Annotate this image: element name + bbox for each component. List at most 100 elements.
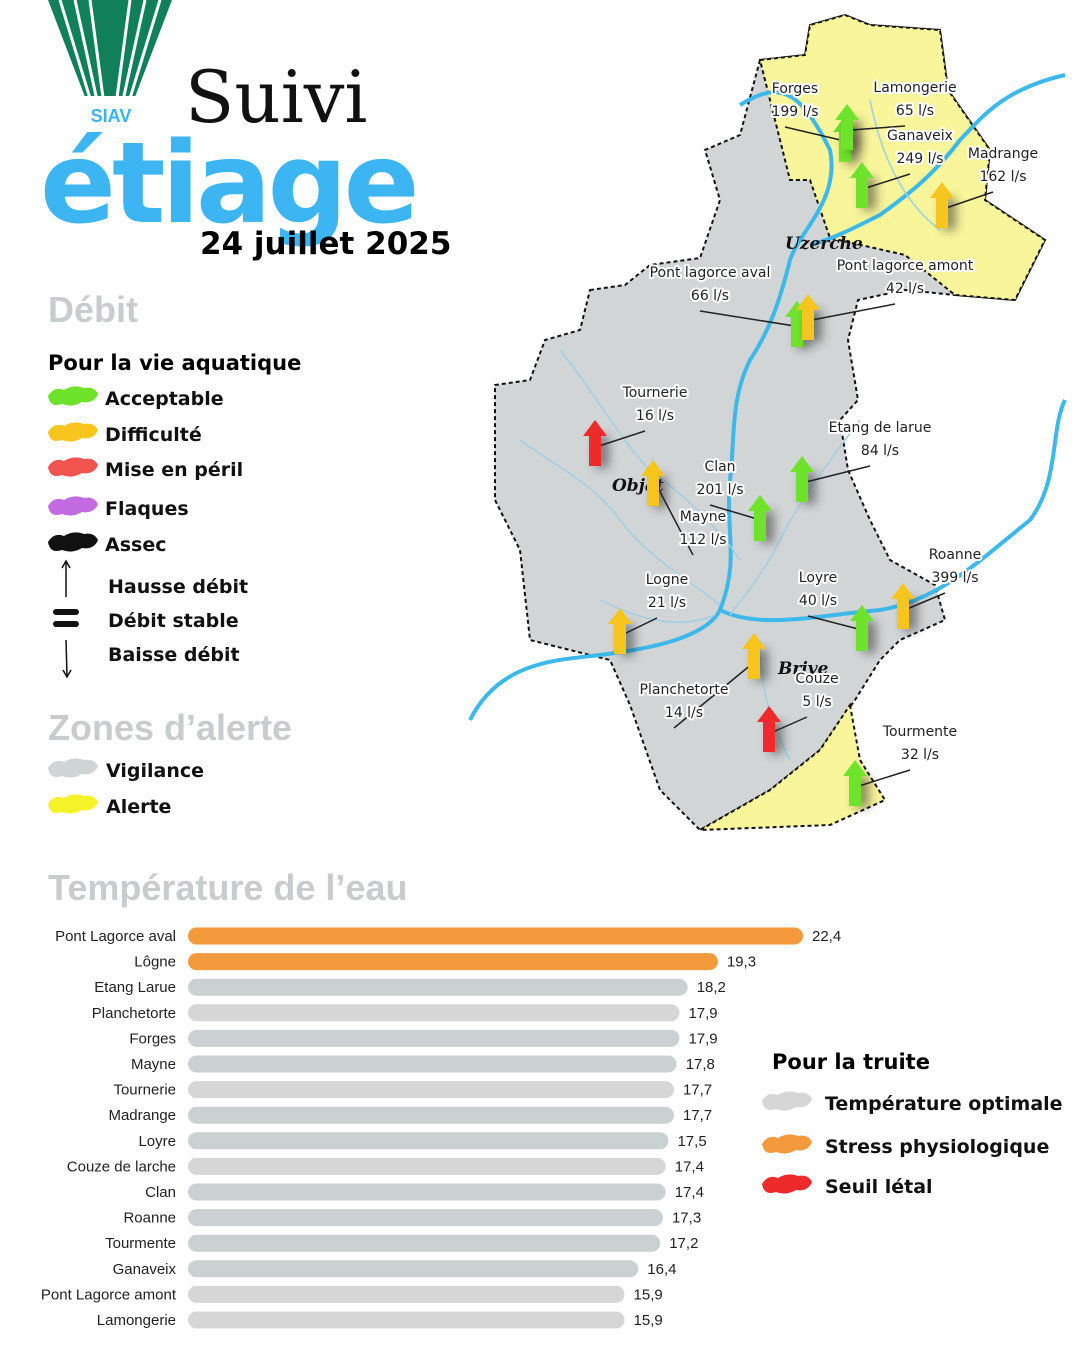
- bar-value-label: 16,4: [647, 1261, 676, 1278]
- temperature-heading: Température de l’eau: [48, 867, 407, 908]
- category-label: Forges: [129, 1030, 176, 1047]
- bar-value-label: 17,2: [669, 1235, 698, 1252]
- bar: [188, 1209, 663, 1227]
- legend-swatch: [762, 1091, 812, 1111]
- bar: [188, 978, 688, 996]
- station: Tournerie 16 l/s: [583, 383, 689, 468]
- station-name: Forges: [772, 81, 818, 97]
- trend-label: Débit stable: [108, 610, 239, 632]
- legend-swatch: [48, 758, 98, 778]
- flow-heading: Débit: [48, 289, 138, 330]
- bar: [188, 1106, 674, 1124]
- station: Madrange 162 l/s: [930, 144, 1040, 230]
- rivers: [468, 73, 1067, 721]
- bar: [188, 1029, 680, 1047]
- trend-label: Hausse débit: [108, 576, 248, 598]
- bar: [188, 953, 718, 971]
- bar: [188, 1311, 625, 1329]
- bar-value-label: 22,4: [812, 928, 841, 945]
- flow-arrow: [641, 460, 665, 506]
- bar-value-label: 17,7: [683, 1082, 712, 1099]
- trout-heading: Pour la truite: [772, 1050, 930, 1074]
- legend-swatch: [48, 457, 98, 477]
- legend-swatch: [48, 422, 98, 442]
- station-name: Etang de larue: [829, 420, 932, 436]
- category-label: Madrange: [108, 1107, 176, 1124]
- category-label: Loyre: [138, 1133, 176, 1150]
- title-line2: étiage: [40, 119, 416, 249]
- legend-swatch: [762, 1174, 812, 1194]
- station-flow: 65 l/s: [896, 103, 934, 119]
- station-flow: 84 l/s: [861, 443, 899, 459]
- station-flow: 40 l/s: [799, 593, 837, 609]
- legend-swatch: [762, 1134, 812, 1154]
- station-name: Clan: [704, 459, 735, 475]
- station-name: Tourmente: [882, 724, 957, 740]
- category-label: Tourmente: [105, 1235, 176, 1252]
- station-name: Loyre: [799, 570, 837, 586]
- station-flow: 399 l/s: [931, 570, 978, 586]
- legend-label: Assec: [105, 534, 166, 556]
- station-name: Roanne: [929, 547, 982, 563]
- legend-label: Difficulté: [105, 424, 202, 446]
- category-label: Couze de larche: [67, 1158, 176, 1175]
- legend-label: Température optimale: [825, 1093, 1063, 1115]
- station-name: Planchetorte: [640, 682, 729, 698]
- station: Pont lagorce amont 42 l/s: [796, 256, 976, 342]
- category-label: Roanne: [123, 1210, 176, 1227]
- legend-label: Flaques: [105, 498, 189, 520]
- map-zone-alerte: [758, 13, 1047, 302]
- category-label: Pont Lagorce amont: [41, 1286, 177, 1303]
- town-label: Brive: [777, 659, 829, 679]
- station: Mayne 112 l/s: [641, 460, 729, 556]
- trend-label: Baisse débit: [108, 644, 240, 666]
- legend-swatch: [48, 532, 98, 552]
- legend-label: Seuil létal: [825, 1176, 933, 1198]
- station: Couze 5 l/s: [757, 669, 841, 754]
- bar-value-label: 17,4: [675, 1158, 704, 1175]
- bar-value-label: 18,2: [697, 979, 726, 996]
- station: Clan 201 l/s: [694, 457, 774, 543]
- category-label: Clan: [145, 1184, 176, 1201]
- station: Planchetorte 14 l/s: [638, 633, 768, 729]
- legend-swatch: [48, 794, 98, 814]
- leader-line: [673, 658, 759, 729]
- flow-arrow: [835, 104, 859, 150]
- flow-arrow: [748, 495, 772, 541]
- logo: SIAV: [48, 0, 172, 126]
- station-name: Couze: [795, 671, 838, 687]
- bar: [188, 1132, 669, 1150]
- station-flow: 112 l/s: [679, 532, 726, 548]
- station-name: Pont lagorce amont: [837, 258, 974, 274]
- bar: [188, 1234, 661, 1252]
- bar-value-label: 17,4: [675, 1184, 704, 1201]
- flow-subheading: Pour la vie aquatique: [48, 351, 301, 375]
- zones-heading: Zones d’alerte: [48, 707, 292, 748]
- flow-arrow: [742, 633, 766, 679]
- category-label: Ganaveix: [113, 1261, 177, 1278]
- station: Roanne 399 l/s: [891, 545, 983, 631]
- map-zone-alerte: [699, 702, 887, 831]
- bar: [188, 1260, 639, 1278]
- bar: [188, 1157, 666, 1175]
- category-label: Lôgne: [134, 954, 176, 971]
- station-flow: 21 l/s: [648, 595, 686, 611]
- flow-arrow: [843, 760, 867, 806]
- flow-arrow: [850, 162, 874, 208]
- legend-label: Stress physiologique: [825, 1136, 1049, 1158]
- legend-swatch: [48, 386, 98, 406]
- bar-value-label: 19,3: [727, 954, 756, 971]
- bar-value-label: 17,9: [688, 1030, 717, 1047]
- category-label: Etang Larue: [94, 979, 176, 996]
- bar: [188, 927, 803, 945]
- station-name: Ganaveix: [887, 128, 953, 144]
- station-flow: 14 l/s: [665, 705, 703, 721]
- trend-icons: [53, 559, 79, 679]
- station: Tourmente 32 l/s: [843, 722, 959, 808]
- bar-value-label: 15,9: [634, 1286, 663, 1303]
- bar-value-label: 17,9: [688, 1005, 717, 1022]
- station-name: Lamongerie: [873, 80, 956, 96]
- station-name: Pont lagorce aval: [650, 265, 771, 281]
